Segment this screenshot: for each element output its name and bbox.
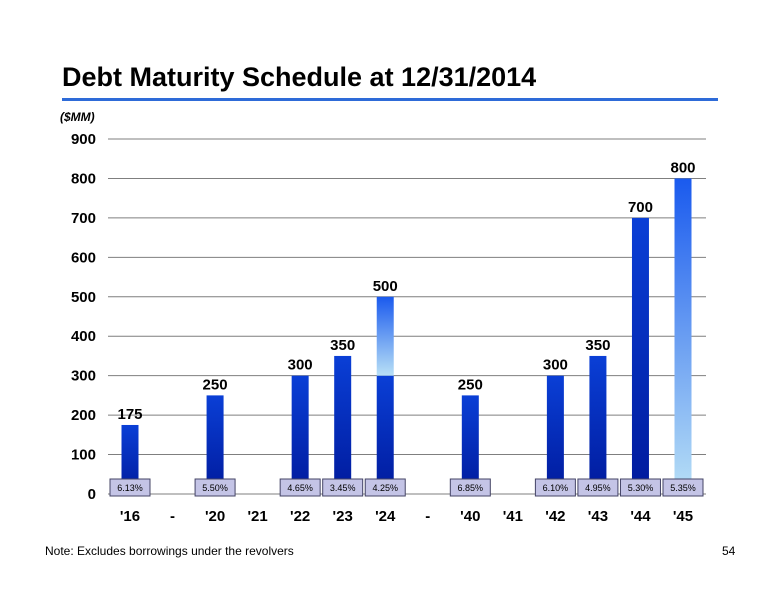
rate-badges: 6.13% 5.50% 4.65% 3.45% 4.25% 6.85% 6.10% 4.95%…: [109, 478, 704, 497]
rate-badge-label: 5.30%: [628, 483, 654, 493]
x-tick-label: '24: [375, 508, 396, 525]
x-tick-label: -: [425, 508, 430, 525]
y-tick-label: 600: [71, 249, 96, 266]
y-tick-label: 100: [71, 447, 96, 464]
rate-badge: [109, 478, 151, 497]
x-tick-label: -: [170, 508, 175, 525]
data-labels: 175 250 300 350 500 250 300 350 700 800: [117, 159, 695, 423]
bar-segment: [121, 424, 139, 494]
rate-badge-label: 4.95%: [585, 483, 611, 493]
rate-badge: [194, 478, 236, 497]
bar-value-label: 500: [373, 278, 398, 295]
y-tick-label: 700: [71, 210, 96, 227]
page-number: 54: [722, 544, 736, 558]
bar-segment: [376, 296, 394, 376]
page-title: Debt Maturity Schedule at 12/31/2014: [62, 62, 537, 92]
x-tick-label: '41: [503, 508, 523, 525]
y-tick-label: 0: [88, 486, 96, 503]
bar-value-label: 250: [458, 376, 483, 393]
rate-badge: [662, 478, 704, 497]
title-underline: [62, 98, 718, 101]
y-tick-label: 800: [71, 170, 96, 187]
bar-value-label: 350: [585, 337, 610, 354]
bar-value-label: 300: [543, 357, 568, 374]
bar-segment: [546, 375, 564, 494]
rate-badge-label: 6.10%: [543, 483, 569, 493]
footnote: Note: Excludes borrowings under the revo…: [45, 544, 294, 558]
bar-value-label: 800: [670, 159, 695, 176]
rate-badge-label: 6.85%: [458, 483, 484, 493]
bar-value-label: 300: [288, 357, 313, 374]
y-tick-label: 300: [71, 368, 96, 385]
y-tick-label: 400: [71, 328, 96, 345]
x-tick-label: '42: [545, 508, 565, 525]
rate-badge: [322, 478, 364, 497]
rate-badge: [279, 478, 321, 497]
x-tick-label: '40: [460, 508, 480, 525]
gridlines: [108, 138, 706, 495]
x-tick-label: '22: [290, 508, 310, 525]
rate-badge: [449, 478, 491, 497]
y-tick-label: 500: [71, 289, 96, 306]
bar-segment: [589, 355, 607, 494]
bar-value-label: 700: [628, 199, 653, 216]
x-tick-label: '43: [588, 508, 608, 525]
bar-segment: [291, 375, 309, 494]
x-axis-ticks: '16 - '20 '21 '22 '23 '24 - '40 '41 '42 '43 '44 '45: [120, 508, 693, 525]
bar-value-label: 250: [203, 376, 228, 393]
rate-badge-label: 5.50%: [202, 483, 228, 493]
y-tick-label: 900: [71, 131, 96, 148]
rate-badge-label: 6.13%: [117, 483, 143, 493]
bar-segment: [674, 178, 692, 494]
y-axis-unit-label: ($MM): [60, 110, 95, 124]
bar-value-label: 350: [330, 337, 355, 354]
y-tick-label: 200: [71, 407, 96, 424]
rate-badge: [577, 478, 619, 497]
bar-segment: [631, 217, 649, 494]
rate-badge: [364, 478, 406, 497]
rate-badge-label: 5.35%: [670, 483, 696, 493]
rate-badge: [619, 478, 661, 497]
x-tick-label: '16: [120, 508, 140, 525]
x-tick-label: '45: [673, 508, 693, 525]
x-tick-label: '44: [630, 508, 651, 525]
rate-badge-label: 4.65%: [287, 483, 313, 493]
bar-segment: [334, 355, 352, 494]
rate-badge-label: 3.45%: [330, 483, 356, 493]
x-tick-label: '23: [333, 508, 353, 525]
bar-segment: [376, 375, 394, 494]
rate-badge: [534, 478, 576, 497]
bar-segment: [461, 395, 479, 494]
rate-badge-label: 4.25%: [372, 483, 398, 493]
bar-segment: [206, 395, 224, 494]
x-tick-label: '21: [247, 508, 267, 525]
x-tick-label: '20: [205, 508, 225, 525]
y-axis-ticks: 0 100 200 300 400 500 600 700 800 900: [71, 131, 96, 503]
bar-value-label: 175: [117, 406, 142, 423]
bars: [121, 178, 692, 494]
